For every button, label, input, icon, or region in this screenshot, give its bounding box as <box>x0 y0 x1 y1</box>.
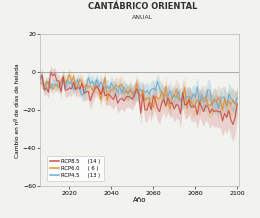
Y-axis label: Cambio en nº de días de helada: Cambio en nº de días de helada <box>15 63 20 158</box>
Legend: RCP8.5     (14 ), RCP6.0     ( 6 ), RCP4.5     (13 ): RCP8.5 (14 ), RCP6.0 ( 6 ), RCP4.5 (13 ) <box>47 156 104 181</box>
Text: CANTÁBRICO ORIENTAL: CANTÁBRICO ORIENTAL <box>88 2 198 11</box>
Text: ANUAL: ANUAL <box>132 15 154 20</box>
X-axis label: Año: Año <box>133 197 146 203</box>
